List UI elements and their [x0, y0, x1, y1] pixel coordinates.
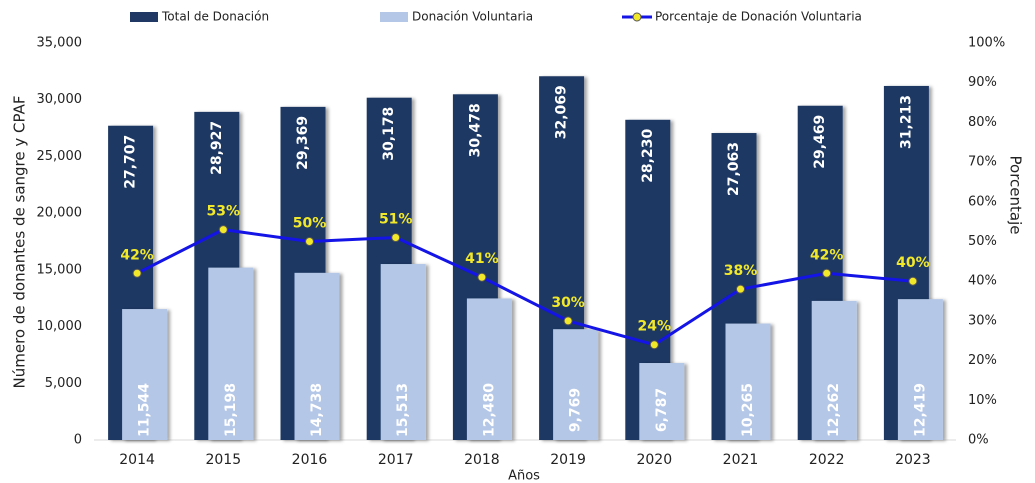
line-marker	[649, 340, 659, 350]
x-axis-label: Años	[508, 469, 540, 483]
y-tick-label: 10,000	[37, 319, 83, 334]
bar-value-label: 32,069	[554, 85, 570, 139]
x-tick-label: 2015	[205, 452, 241, 468]
bar	[725, 323, 771, 440]
y2-tick-label: 90%	[968, 75, 997, 90]
bar-value-label: 15,513	[395, 383, 411, 437]
y2-tick-label: 80%	[968, 115, 997, 130]
bar-value-label: 28,927	[209, 121, 225, 175]
bar-value-label: 10,265	[740, 383, 756, 437]
line-marker	[822, 268, 832, 278]
line-value-label: 30%	[551, 295, 585, 311]
y-tick-label: 15,000	[37, 262, 83, 277]
line-marker	[391, 233, 401, 243]
bar-value-label: 28,230	[640, 129, 656, 183]
y2-tick-label: 50%	[968, 234, 997, 249]
y-axis-label: Número de donantes de sangre y CPAF	[11, 96, 29, 389]
bar	[553, 329, 599, 440]
bar-value-label: 12,419	[912, 383, 928, 437]
y-tick-label: 0	[74, 433, 82, 448]
bar-value-label: 31,213	[898, 95, 914, 149]
y-tick-label: 5,000	[45, 376, 82, 391]
bar-value-label: 27,063	[726, 142, 742, 196]
y2-axis-label: Porcentaje	[1007, 156, 1025, 235]
line-marker	[477, 272, 487, 282]
legend-swatch	[380, 12, 408, 22]
line	[136, 228, 914, 347]
bar	[811, 300, 857, 440]
x-tick-label: 2021	[723, 452, 759, 468]
bar-value-label: 6,787	[654, 388, 670, 432]
bar-value-label: 12,480	[481, 383, 497, 437]
bar-value-label: 30,478	[467, 103, 483, 157]
y2-tick-label: 20%	[968, 353, 997, 368]
line-value-label: 38%	[724, 263, 758, 279]
line-value-label: 51%	[379, 212, 413, 228]
legend-swatch	[130, 12, 158, 22]
y-tick-label: 30,000	[37, 92, 83, 107]
bar-value-label: 27,707	[123, 135, 139, 189]
bar	[208, 267, 254, 440]
y2-tick-label: 100%	[968, 36, 1005, 51]
line-marker	[908, 276, 918, 286]
bar-value-label: 9,769	[568, 388, 584, 432]
bar	[380, 264, 426, 440]
legend-marker	[632, 12, 642, 22]
line-marker	[563, 316, 573, 326]
y2-tick-label: 70%	[968, 155, 997, 170]
line-marker	[305, 237, 314, 246]
bar-value-label: 29,369	[295, 116, 311, 170]
line-marker	[132, 268, 142, 278]
x-tick-label: 2016	[292, 452, 328, 468]
line-value-label: 42%	[810, 247, 844, 263]
x-tick-label: 2020	[636, 452, 672, 468]
x-tick-label: 2019	[550, 452, 586, 468]
line-value-label: 41%	[465, 251, 499, 267]
line-value-label: 40%	[896, 255, 930, 271]
line-value-label: 50%	[293, 216, 327, 232]
x-tick-label: 2018	[464, 452, 500, 468]
bar	[466, 298, 512, 440]
bar-value-label: 29,469	[812, 115, 828, 169]
y2-tick-label: 10%	[968, 393, 997, 408]
x-tick-label: 2022	[809, 452, 845, 468]
x-tick-label: 2017	[378, 452, 414, 468]
line-marker	[218, 225, 228, 235]
legend-label: Total de Donación	[161, 10, 269, 24]
bar	[897, 299, 943, 440]
legend-label: Porcentaje de Donación Voluntaria	[655, 10, 862, 24]
bar-value-label: 11,544	[137, 383, 153, 437]
bar-value-label: 14,738	[309, 383, 325, 437]
line-value-label: 42%	[120, 247, 154, 263]
y2-tick-label: 60%	[968, 194, 997, 209]
y-tick-label: 25,000	[37, 149, 83, 164]
bar	[294, 272, 340, 440]
line-value-label: 53%	[207, 204, 241, 220]
bar	[639, 363, 685, 440]
y-tick-label: 35,000	[37, 36, 83, 51]
bar-value-label: 12,262	[826, 383, 842, 437]
legend-label: Donación Voluntaria	[412, 10, 533, 24]
y2-tick-label: 30%	[968, 313, 997, 328]
y2-tick-label: 40%	[968, 274, 997, 289]
x-tick-label: 2023	[895, 452, 931, 468]
y2-tick-label: 0%	[968, 433, 989, 448]
line-marker	[736, 284, 745, 294]
line-value-label: 24%	[638, 319, 672, 335]
x-tick-label: 2014	[119, 452, 155, 468]
bar-value-label: 15,198	[223, 383, 239, 437]
bar	[122, 309, 168, 440]
y-tick-label: 20,000	[37, 206, 83, 221]
bar-value-label: 30,178	[381, 107, 397, 161]
